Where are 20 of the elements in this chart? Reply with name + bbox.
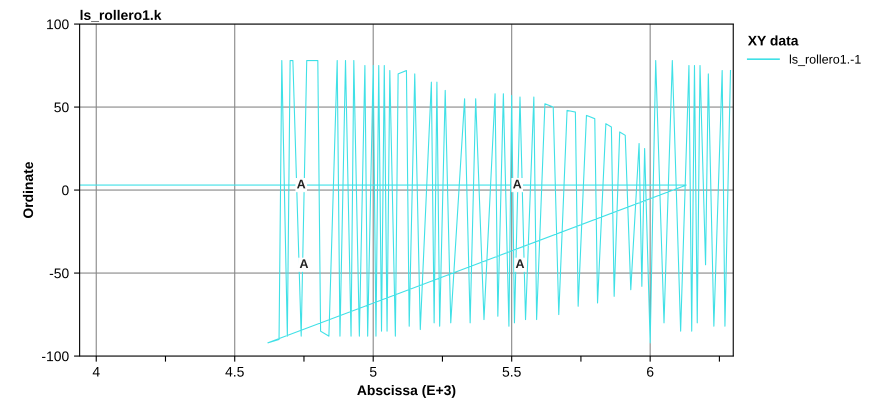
legend-title: XY data: [748, 35, 799, 46]
x-tick-label: 6: [647, 366, 654, 377]
annotation: A: [516, 259, 524, 268]
annotation: A: [300, 259, 308, 268]
x-tick-label: 4: [92, 366, 100, 377]
x-tick-label: 5.5: [502, 366, 521, 377]
y-tick-label: 50: [54, 102, 69, 112]
x-tick-label: 5: [370, 366, 376, 377]
x-tick-label: 4.5: [225, 366, 244, 377]
line-series: [80, 60, 732, 344]
y-tick-label: 0: [62, 185, 69, 196]
y-tick-label: 100: [47, 19, 69, 30]
y-tick-label: -50: [50, 268, 69, 278]
legend-label: ls_rollero1.-1: [790, 54, 861, 66]
annotation: A: [513, 180, 522, 188]
y-tick-label: -100: [42, 351, 69, 362]
annotation: A: [296, 180, 306, 188]
chart-title: ls_rollero1.k: [80, 10, 162, 22]
y-axis-title: Ordinate: [22, 162, 34, 218]
x-axis-title: Abscissa (E+3): [357, 384, 456, 398]
